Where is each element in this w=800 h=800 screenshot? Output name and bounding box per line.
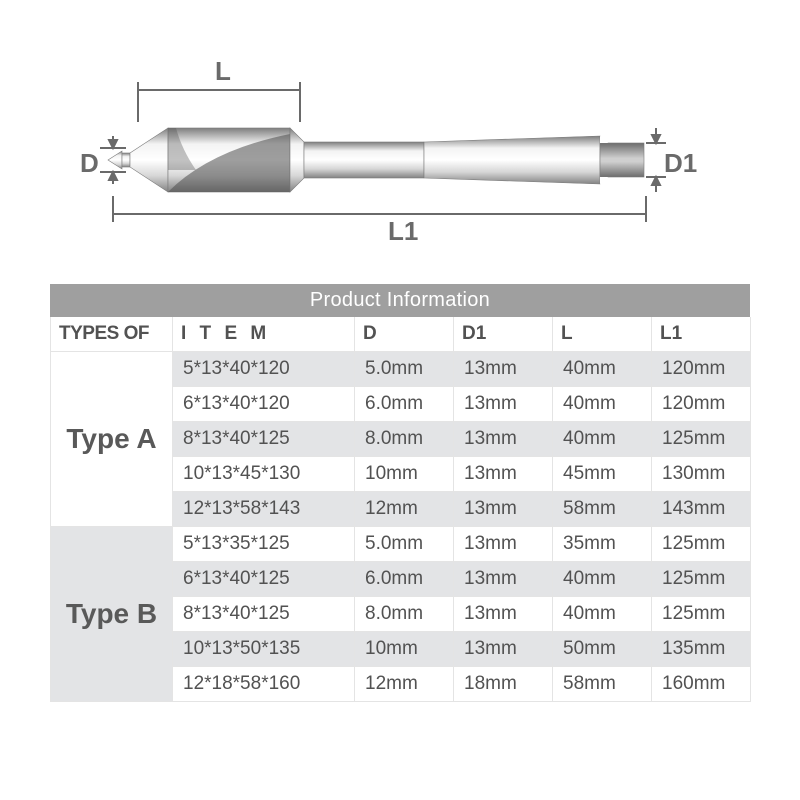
cell-L: 40mm <box>553 352 652 387</box>
dim-label-L1: L1 <box>388 216 418 247</box>
cell-L: 40mm <box>553 422 652 457</box>
cell-L: 58mm <box>553 492 652 527</box>
cell-D: 6.0mm <box>355 387 454 422</box>
cell-L1: 120mm <box>652 352 751 387</box>
cell-D: 12mm <box>355 492 454 527</box>
spec-table: Product Information TYPES OF I T E M D D… <box>50 284 750 702</box>
cell-D: 12mm <box>355 667 454 702</box>
cell-item: 6*13*40*125 <box>173 562 355 597</box>
table-header-row: TYPES OF I T E M D D1 L L1 <box>51 317 751 352</box>
cell-L: 58mm <box>553 667 652 702</box>
cell-D1: 13mm <box>454 632 553 667</box>
table-row: Type A 5*13*40*120 5.0mm 13mm 40mm 120mm <box>51 352 751 387</box>
col-L1: L1 <box>652 317 751 352</box>
cell-item: 10*13*50*135 <box>173 632 355 667</box>
cell-item: 5*13*40*120 <box>173 352 355 387</box>
cell-L1: 120mm <box>652 387 751 422</box>
col-L: L <box>553 317 652 352</box>
cell-item: 8*13*40*125 <box>173 422 355 457</box>
cell-D1: 13mm <box>454 457 553 492</box>
cell-D1: 13mm <box>454 597 553 632</box>
cell-item: 8*13*40*125 <box>173 597 355 632</box>
type-b-label: Type B <box>51 527 173 702</box>
cell-item: 6*13*40*120 <box>173 387 355 422</box>
cell-D1: 18mm <box>454 667 553 702</box>
cell-L1: 160mm <box>652 667 751 702</box>
cell-L1: 125mm <box>652 422 751 457</box>
cell-item: 12*18*58*160 <box>173 667 355 702</box>
cell-D: 10mm <box>355 457 454 492</box>
cell-L: 40mm <box>553 562 652 597</box>
cell-D: 5.0mm <box>355 527 454 562</box>
cell-L: 40mm <box>553 597 652 632</box>
cell-item: 10*13*45*130 <box>173 457 355 492</box>
col-types: TYPES OF <box>51 317 173 352</box>
table-title: Product Information <box>50 284 750 317</box>
cell-D1: 13mm <box>454 527 553 562</box>
cell-L: 45mm <box>553 457 652 492</box>
cell-L: 50mm <box>553 632 652 667</box>
dim-label-D1: D1 <box>664 148 697 179</box>
dim-label-L: L <box>215 56 231 87</box>
cell-D: 6.0mm <box>355 562 454 597</box>
cell-D: 10mm <box>355 632 454 667</box>
cell-L: 40mm <box>553 387 652 422</box>
cell-D1: 13mm <box>454 352 553 387</box>
dim-label-D: D <box>80 148 99 179</box>
cell-D1: 13mm <box>454 562 553 597</box>
cell-D: 8.0mm <box>355 597 454 632</box>
col-D1: D1 <box>454 317 553 352</box>
col-item: I T E M <box>173 317 355 352</box>
cell-D1: 13mm <box>454 387 553 422</box>
product-diagram: L D D1 L1 <box>0 0 800 280</box>
cell-item: 12*13*58*143 <box>173 492 355 527</box>
cell-L1: 125mm <box>652 527 751 562</box>
cell-D1: 13mm <box>454 422 553 457</box>
cell-L1: 135mm <box>652 632 751 667</box>
cell-L1: 125mm <box>652 597 751 632</box>
table-row: Type B 5*13*35*125 5.0mm 13mm 35mm 125mm <box>51 527 751 562</box>
cell-L1: 143mm <box>652 492 751 527</box>
cell-D: 5.0mm <box>355 352 454 387</box>
cell-L1: 130mm <box>652 457 751 492</box>
col-D: D <box>355 317 454 352</box>
cell-D: 8.0mm <box>355 422 454 457</box>
cell-item: 5*13*35*125 <box>173 527 355 562</box>
cell-D1: 13mm <box>454 492 553 527</box>
cell-L1: 125mm <box>652 562 751 597</box>
cell-L: 35mm <box>553 527 652 562</box>
type-a-label: Type A <box>51 352 173 527</box>
